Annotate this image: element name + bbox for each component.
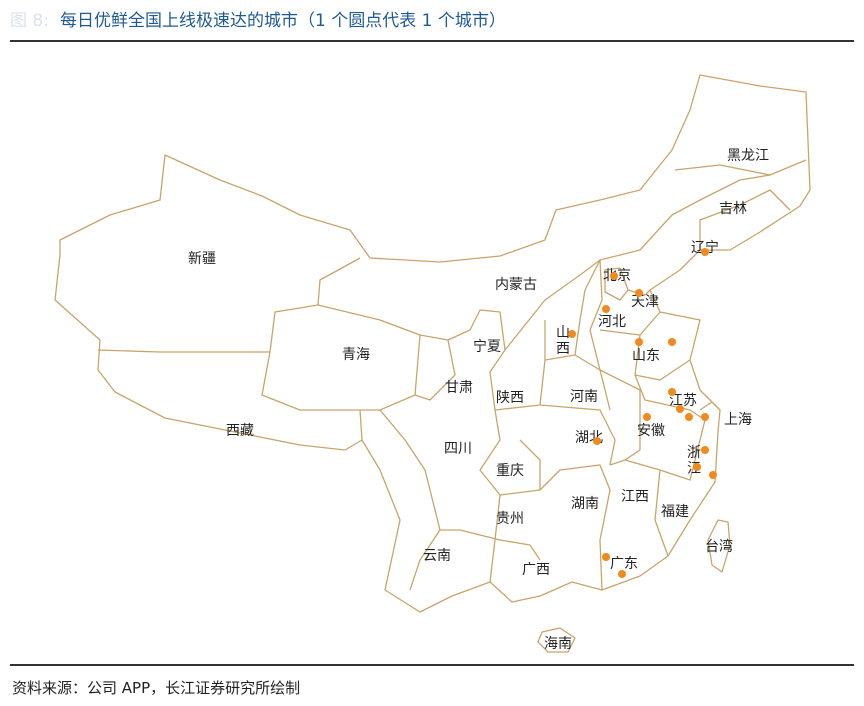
province-label: 新疆 bbox=[188, 251, 216, 267]
province-border bbox=[539, 404, 616, 466]
province-border bbox=[537, 627, 576, 653]
province-label: 宁夏 bbox=[473, 338, 501, 355]
source-note: 资料来源：公司 APP，长江证券研究所绘制 bbox=[12, 679, 301, 697]
province-label: 黑龙江 bbox=[727, 148, 769, 164]
province-label: 西藏 bbox=[226, 423, 254, 439]
province-border bbox=[544, 354, 611, 411]
province-label: 浙江 bbox=[687, 445, 701, 477]
province-label: 陕西 bbox=[496, 390, 524, 406]
city-dot bbox=[593, 437, 601, 445]
country-outline bbox=[54, 74, 811, 613]
province-label: 湖南 bbox=[571, 496, 599, 512]
city-dot bbox=[701, 248, 709, 256]
province-border bbox=[414, 339, 456, 401]
province-label: 河北 bbox=[598, 314, 626, 330]
province-label: 四川 bbox=[444, 441, 472, 457]
city-dot bbox=[568, 330, 576, 338]
province-label: 吉林 bbox=[719, 201, 747, 217]
province-border bbox=[574, 259, 601, 356]
province-border bbox=[479, 409, 541, 496]
province-border bbox=[699, 189, 791, 250]
footer-divider bbox=[10, 664, 854, 666]
figure-title: 每日优鲜全国上线极速达的城市（1 个圆点代表 1 个城市） bbox=[60, 11, 506, 31]
province-label: 天津 bbox=[631, 294, 659, 310]
city-dot bbox=[701, 446, 709, 454]
figure-label: 图 8: bbox=[10, 11, 49, 31]
city-dot bbox=[618, 570, 626, 578]
city-dot bbox=[635, 338, 643, 346]
province-border bbox=[699, 401, 713, 411]
province-border bbox=[379, 409, 541, 561]
city-dot bbox=[602, 553, 610, 561]
province-border bbox=[409, 529, 441, 591]
province-border bbox=[97, 257, 361, 353]
province-border bbox=[627, 289, 651, 296]
province-label: 贵州 bbox=[496, 511, 524, 527]
province-label: 山西 bbox=[556, 325, 570, 357]
province-border bbox=[261, 351, 363, 441]
province-label: 安徽 bbox=[637, 423, 665, 439]
city-dot bbox=[635, 289, 643, 297]
province-border bbox=[504, 174, 771, 351]
province-label: 广西 bbox=[522, 562, 550, 578]
city-dot bbox=[610, 272, 618, 280]
province-label: 山东 bbox=[632, 348, 660, 364]
province-border bbox=[634, 374, 706, 441]
province-border bbox=[489, 494, 501, 583]
province-label: 江西 bbox=[621, 489, 649, 505]
city-dot bbox=[643, 413, 651, 421]
province-label: 甘肃 bbox=[445, 380, 473, 396]
title-divider bbox=[10, 40, 854, 42]
province-label: 青海 bbox=[342, 347, 370, 363]
province-border bbox=[589, 259, 603, 371]
city-dot bbox=[685, 413, 693, 421]
province-label: 台湾 bbox=[705, 538, 733, 555]
province-border bbox=[604, 267, 629, 301]
province-border bbox=[494, 320, 546, 411]
city-dot bbox=[668, 388, 676, 396]
city-dot bbox=[701, 413, 709, 421]
province-label: 内蒙古 bbox=[495, 277, 537, 293]
city-dot bbox=[676, 405, 684, 413]
province-border bbox=[707, 519, 731, 573]
province-border bbox=[634, 334, 691, 381]
province-border bbox=[539, 464, 611, 591]
province-label: 河南 bbox=[570, 389, 598, 405]
province-border bbox=[317, 304, 421, 411]
province-border bbox=[674, 159, 807, 176]
city-dot bbox=[668, 338, 676, 346]
city-dot bbox=[602, 305, 610, 313]
province-border bbox=[419, 309, 506, 411]
province-label: 福建 bbox=[661, 504, 689, 520]
province-label: 江苏 bbox=[669, 393, 697, 409]
province-border bbox=[599, 369, 641, 466]
province-label: 重庆 bbox=[496, 463, 524, 479]
province-label: 辽宁 bbox=[691, 239, 719, 256]
city-dot bbox=[693, 463, 701, 471]
province-label: 云南 bbox=[423, 548, 451, 564]
province-label: 广东 bbox=[610, 556, 638, 572]
province-border bbox=[654, 469, 669, 557]
province-label: 海南 bbox=[544, 636, 572, 652]
city-dot bbox=[709, 471, 717, 479]
province-label: 上海 bbox=[724, 412, 752, 428]
province-border bbox=[624, 439, 701, 481]
